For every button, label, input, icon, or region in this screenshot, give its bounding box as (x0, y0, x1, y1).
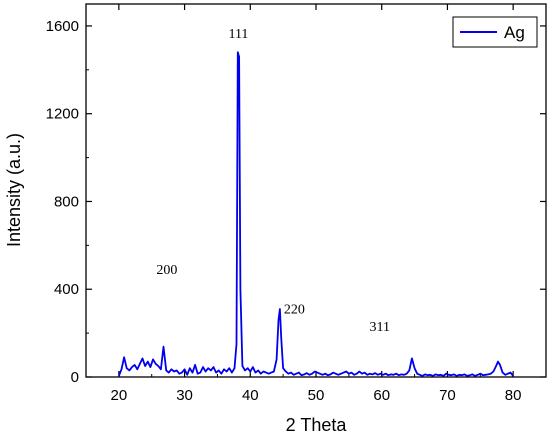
y-axis-title: Intensity (a.u.) (4, 133, 24, 247)
y-tick-label: 1600 (46, 18, 79, 35)
y-axis-ticks: 0 400 800 1200 1600 (46, 18, 546, 386)
peak-label: 220 (284, 302, 305, 317)
x-tick-label: 20 (111, 387, 128, 404)
series-line-ag (118, 51, 514, 377)
y-tick-label: 800 (54, 193, 79, 210)
legend-label-ag: Ag (504, 23, 525, 42)
x-tick-label: 50 (308, 387, 325, 404)
x-tick-label: 60 (373, 387, 390, 404)
legend: Ag (452, 16, 538, 48)
x-axis-ticks: 20 30 40 50 60 70 80 (111, 4, 522, 404)
x-tick-label: 40 (242, 387, 259, 404)
x-tick-label: 80 (505, 387, 522, 404)
x-tick-label: 30 (176, 387, 193, 404)
y-tick-label: 400 (54, 281, 79, 298)
x-tick-label: 70 (439, 387, 456, 404)
peak-label: 311 (370, 320, 390, 335)
y-tick-label: 0 (71, 369, 79, 386)
peak-annotations: 111 200 220 311 (156, 27, 390, 335)
peak-label: 111 (228, 27, 248, 42)
plot-frame (85, 3, 547, 378)
y-tick-label: 1200 (46, 106, 79, 123)
peak-label: 200 (156, 263, 177, 278)
x-axis-title: 2 Theta (286, 415, 348, 435)
